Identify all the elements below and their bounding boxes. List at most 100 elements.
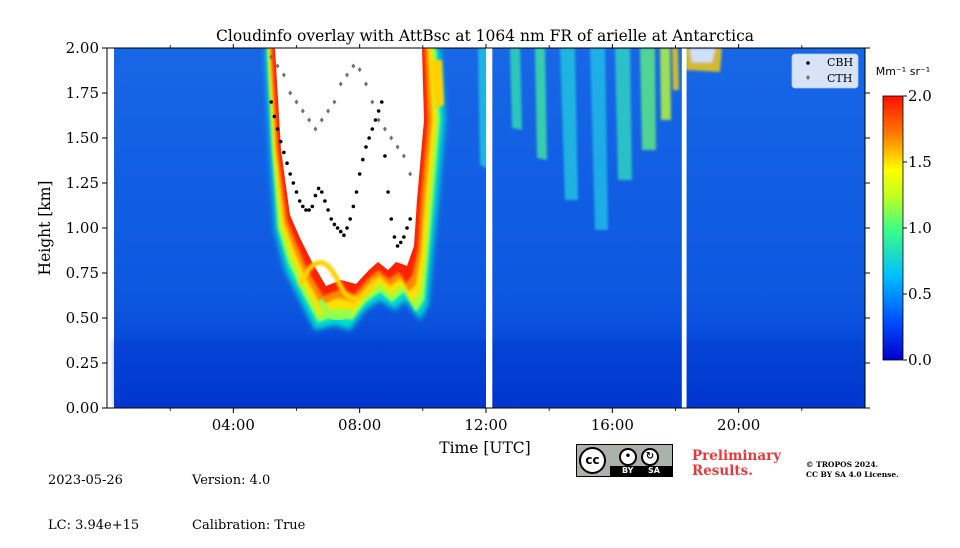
cbh-point [301,204,305,209]
cbh-point [323,199,327,203]
cbh-point [351,204,356,209]
y-axis-label: Height [km] [36,181,54,276]
cth-point [332,99,337,105]
footer-date: 2023-05-26 [48,473,123,488]
x-axis: 04:00 08:00 12:00 16:00 20:00 [169,44,803,434]
cbh-point [335,226,340,230]
y-tick-label: 1.50 [66,129,99,147]
cth-point [294,99,299,105]
cbh-point [294,190,299,194]
backscatter-heatmap [114,48,865,408]
footer-lc: LC: 3.94e+15 [48,518,140,533]
cbh-point [291,181,296,185]
x-axis-label: Time [UTC] [439,439,530,457]
colorbar-tick-label: 2.0 [908,87,932,105]
cbh-point [367,136,371,140]
legend-entry-cbh: CBH [827,56,853,69]
preliminary-results: Preliminary Results. [692,448,782,479]
chart-title: Cloudinfo overlay with AttBsc at 1064 nm… [216,27,754,45]
cbh-point [304,208,308,212]
y-tick-label: 1.00 [66,219,99,237]
cth-point [389,135,394,141]
cth-point [313,126,318,132]
cbh-point [338,229,343,234]
cbh-point [275,127,280,131]
y-tick-label: 0.75 [66,264,99,282]
x-tick-label: 12:00 [464,416,507,434]
cc-by-label: BY [622,466,634,475]
cth-point [376,117,381,123]
cth-point [326,108,331,114]
attribution-icon: • [619,448,637,466]
cbh-point [285,161,289,165]
cbh-point [370,127,375,131]
cth-point [401,153,406,159]
y-axis: 0.00 0.25 0.50 0.75 1.00 1.25 1.50 1.75 2.00 [66,39,870,417]
cth-point [288,90,293,96]
cbh-point [297,199,302,203]
cc-icon: cc [579,447,606,474]
y-tick-label: 1.25 [66,174,99,192]
colorbar-tick-label: 0.5 [908,285,932,303]
cbh-point [332,222,337,227]
cbh-point [329,217,334,221]
cbh-point [389,217,394,221]
colorbar-label: Mm⁻¹ sr⁻¹ [876,65,930,78]
cth-point [370,99,375,105]
cth-point [300,108,305,114]
cbh-point [373,118,378,122]
cth-point [275,63,280,69]
cbh-point [348,217,352,221]
cbh-point [383,154,387,158]
cth-point [281,72,286,78]
cbh-point [405,226,409,230]
colorbar-tick-label: 1.0 [908,219,932,237]
cbh-point [310,204,315,209]
cloud-markers [269,54,413,248]
cbh-point [357,172,362,176]
x-tick-label: 08:00 [338,416,381,434]
cbh-point [361,157,365,162]
cth-point [408,171,413,177]
cbh-point [307,208,311,212]
chart: Cloudinfo overlay with AttBsc at 1064 nm… [36,27,932,457]
cth-point [363,81,368,87]
cth-point [351,63,356,69]
legend-entry-cth: CTH [827,72,852,85]
cth-point [357,67,362,73]
cbh-point [313,193,318,198]
y-tick-label: 1.75 [66,84,99,102]
y-tick-label: 2.00 [66,39,99,57]
colorbar-tick-label: 0.0 [908,351,932,369]
cbh-point [342,233,346,237]
y-tick-label: 0.25 [66,354,99,372]
cbh-point [379,100,384,104]
x-tick-label: 04:00 [212,416,255,434]
data-gap [486,48,493,408]
copyright-notice: © TROPOS 2024. CC BY SA 4.0 License. [806,460,899,479]
cbh-point [364,145,368,149]
plot-area [107,48,865,408]
x-tick-label: 16:00 [591,416,634,434]
cbh-point [345,226,349,230]
cbh-point [269,100,274,104]
y-tick-label: 0.50 [66,309,99,327]
cbh-point [354,190,359,194]
cbh-point [288,172,292,176]
x-tick-label: 20:00 [717,416,760,434]
cc-sa-label: SA [648,466,660,475]
cbh-point [282,150,286,155]
cbh-point [326,208,330,212]
cth-point [307,117,312,123]
cth-point [338,81,343,87]
cbh-point [386,190,390,194]
cth-point [345,72,350,78]
share-alike-icon: ↻ [641,448,659,466]
cbh-point [376,109,381,113]
cbh-point [272,114,277,119]
colorbar: Mm⁻¹ sr⁻¹ 0.0 0.5 1.0 1.5 2.0 [876,65,932,369]
cbh-point [278,139,283,144]
cth-point [395,144,400,150]
cbh-point [319,190,324,194]
y-tick-label: 0.00 [66,399,99,417]
